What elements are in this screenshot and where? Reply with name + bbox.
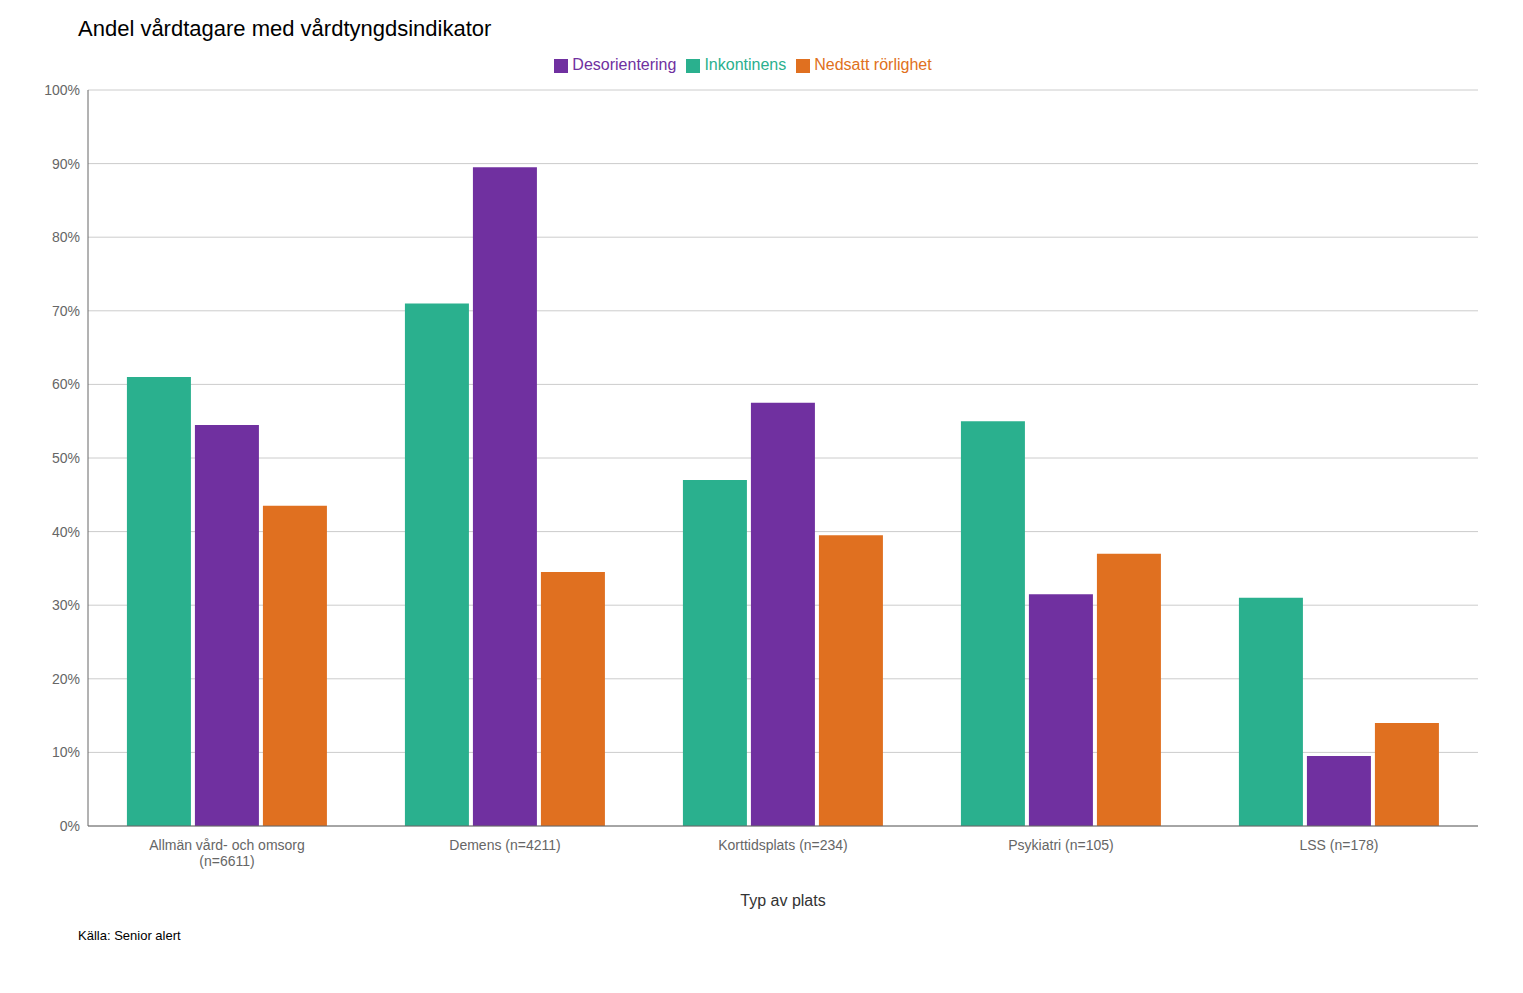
svg-text:30%: 30% xyxy=(52,597,80,613)
svg-text:0%: 0% xyxy=(60,818,80,834)
html-text:Desorientering: Desorientering xyxy=(572,56,677,73)
html-text:Nedsatt rörlighet: Nedsatt rörlighet xyxy=(814,56,932,73)
svg-text:90%: 90% xyxy=(52,156,80,172)
svg-text:Allmän vård- och omsorg(n=6611: Allmän vård- och omsorg(n=6611) xyxy=(149,837,305,869)
svg-text:Demens (n=4211): Demens (n=4211) xyxy=(449,837,560,853)
svg-text:Psykiatri (n=105): Psykiatri (n=105) xyxy=(1008,837,1113,853)
svg-text:80%: 80% xyxy=(52,229,80,245)
svg-text:10%: 10% xyxy=(52,744,80,760)
svg-text:LSS (n=178): LSS (n=178) xyxy=(1300,837,1379,853)
svg-text:70%: 70% xyxy=(52,303,80,319)
svg-text:60%: 60% xyxy=(52,376,80,392)
svg-text:Typ av plats: Typ av plats xyxy=(740,892,825,909)
svg-text:100%: 100% xyxy=(44,82,80,98)
svg-text:20%: 20% xyxy=(52,671,80,687)
svg-text:50%: 50% xyxy=(52,450,80,466)
svg-text:Korttidsplats (n=234): Korttidsplats (n=234) xyxy=(718,837,848,853)
html-text:Andel vårdtagare med vårdtyngd: Andel vårdtagare med vårdtyngdsindikator xyxy=(78,16,492,41)
html-text:Inkontinens: Inkontinens xyxy=(704,56,787,73)
html-text:Källa: Senior alert: Källa: Senior alert xyxy=(78,928,181,943)
svg-text:40%: 40% xyxy=(52,524,80,540)
